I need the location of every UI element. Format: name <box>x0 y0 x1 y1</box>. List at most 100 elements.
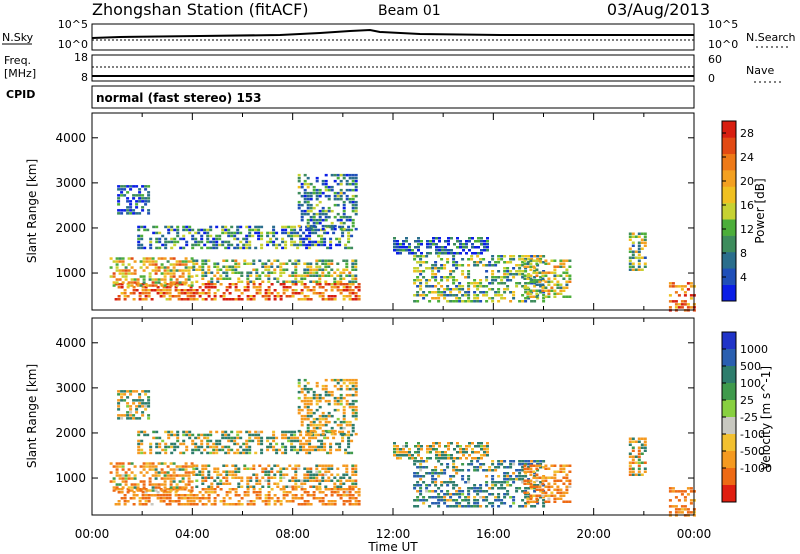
echo-cell <box>279 479 283 482</box>
echo-cell <box>188 430 192 434</box>
echo-cell <box>491 487 495 490</box>
echo-cell <box>267 298 271 301</box>
echo-cell <box>455 502 459 505</box>
echo-cell <box>447 457 450 460</box>
echo-cell <box>162 497 166 500</box>
echo-cell <box>465 243 468 246</box>
echo-cell <box>305 451 309 455</box>
echo-cell <box>189 295 193 298</box>
echo-cell <box>129 408 133 411</box>
echo-cell <box>222 295 226 298</box>
echo-cell <box>213 292 217 295</box>
echo-cell <box>148 278 152 281</box>
echo-cell <box>234 464 238 467</box>
echo-cell <box>422 481 426 484</box>
echo-cell <box>413 300 417 303</box>
echo-cell <box>476 487 480 490</box>
echo-cell <box>246 271 250 274</box>
echo-cell <box>132 292 136 295</box>
echo-cell <box>227 451 231 455</box>
echo-cell <box>141 289 145 292</box>
echo-cell <box>312 423 316 427</box>
echo-cell <box>416 276 420 279</box>
colorbar-swatch <box>722 268 736 285</box>
echo-cell <box>264 467 268 470</box>
echo-cell <box>494 496 498 499</box>
echo-cell <box>272 439 276 443</box>
echo-cell <box>228 286 232 289</box>
echo-cell <box>293 240 297 244</box>
echo-cell <box>441 454 444 457</box>
echo-cell <box>459 445 462 448</box>
echo-cell <box>405 246 408 249</box>
echo-cell <box>354 274 358 277</box>
echo-cell <box>671 282 675 285</box>
echo-cell <box>276 500 280 503</box>
echo-cell <box>515 478 519 481</box>
echo-cell <box>416 481 420 484</box>
echo-cell <box>279 274 283 277</box>
echo-cell <box>452 300 456 303</box>
echo-cell <box>163 480 167 483</box>
echo-cell <box>155 246 159 250</box>
echo-cell <box>291 467 295 470</box>
echo-cell <box>309 399 313 403</box>
echo-cell <box>172 266 176 269</box>
echo-cell <box>169 474 173 477</box>
echo-cell <box>273 259 277 262</box>
echo-cell <box>225 271 229 274</box>
echo-cell <box>149 445 153 449</box>
echo-cell <box>336 402 340 406</box>
echo-cell <box>276 292 280 295</box>
echo-cell <box>456 451 459 454</box>
echo-cell <box>172 480 176 483</box>
echo-cell <box>518 273 522 276</box>
echo-cell <box>434 273 438 276</box>
echo-cell <box>348 182 352 186</box>
echo-cell <box>342 289 346 292</box>
echo-cell <box>357 289 361 292</box>
echo-cell <box>249 485 253 488</box>
echo-cell <box>330 432 334 436</box>
echo-cell <box>333 402 337 406</box>
echo-cell <box>628 265 632 268</box>
echo-cell <box>260 439 264 443</box>
echo-cell <box>294 283 298 286</box>
echo-cell <box>138 298 142 301</box>
echo-cell <box>252 491 256 494</box>
echo-cell <box>315 488 319 491</box>
echo-cell <box>342 414 346 418</box>
echo-cell <box>282 271 286 274</box>
echo-cell <box>123 289 127 292</box>
echo-cell <box>139 266 143 269</box>
echo-cell <box>533 460 537 463</box>
echo-cell <box>413 472 417 475</box>
echo-cell <box>345 420 349 424</box>
echo-cell <box>201 494 205 497</box>
colorbar-swatch <box>722 137 736 155</box>
echo-cell <box>428 279 432 282</box>
echo-cell <box>245 442 249 446</box>
echo-cell <box>288 464 292 467</box>
echo-cell <box>500 460 504 463</box>
echo-cell <box>138 500 142 503</box>
echo-cell <box>434 267 438 270</box>
echo-cell <box>315 402 319 406</box>
echo-cell <box>351 378 355 382</box>
echo-cell <box>348 295 352 298</box>
echo-cell <box>526 497 530 500</box>
echo-cell <box>130 281 134 284</box>
echo-cell <box>327 295 331 298</box>
echo-cell <box>453 243 456 246</box>
echo-cell <box>348 423 352 427</box>
echo-cell <box>273 271 277 274</box>
echo-cell <box>640 238 644 241</box>
velocity-y-axis-label: Slant Range [km] <box>25 364 39 468</box>
echo-cell <box>315 423 319 427</box>
echo-cell <box>351 259 355 262</box>
echo-cell <box>260 234 264 238</box>
echo-cell <box>425 487 429 490</box>
echo-cell <box>121 260 125 263</box>
echo-cell <box>156 497 160 500</box>
echo-cell <box>300 488 304 491</box>
